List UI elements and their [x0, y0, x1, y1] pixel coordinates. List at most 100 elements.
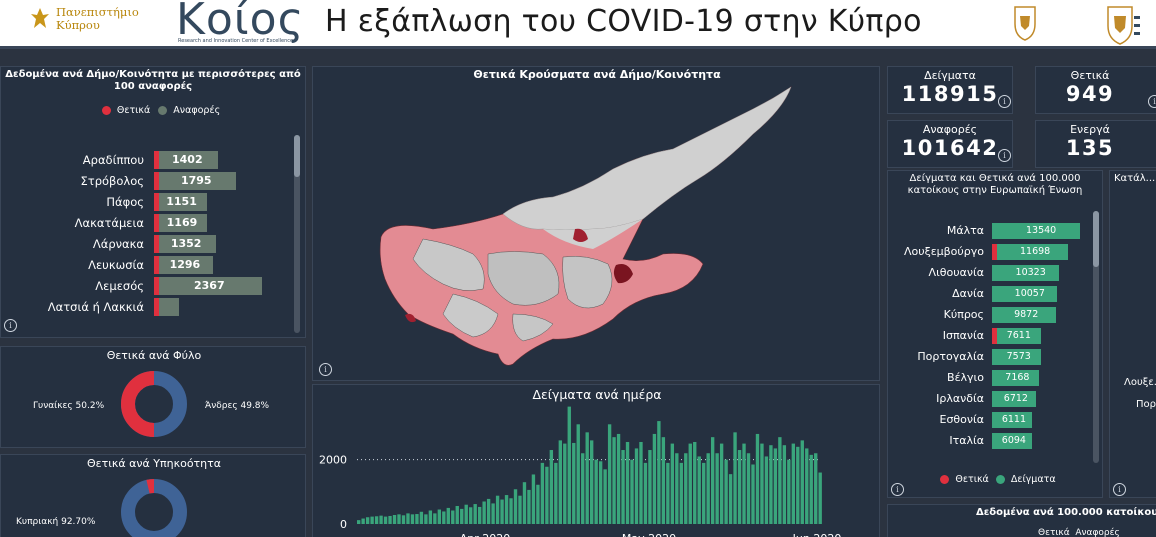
daily-sample-bar[interactable]: [513, 489, 518, 524]
daily-sample-bar[interactable]: [518, 495, 522, 524]
daily-sample-bar[interactable]: [370, 516, 374, 524]
daily-sample-bar[interactable]: [787, 459, 791, 524]
daily-sample-bar[interactable]: [567, 406, 571, 524]
daily-sample-bar[interactable]: [764, 456, 769, 524]
daily-sample-bar[interactable]: [805, 448, 809, 524]
daily-sample-bar[interactable]: [719, 443, 724, 524]
daily-sample-bar[interactable]: [648, 450, 652, 524]
daily-sample-bar[interactable]: [814, 453, 818, 524]
koios-logo[interactable]: Κοίος: [176, 0, 305, 45]
daily-sample-bar[interactable]: [796, 446, 800, 524]
daily-sample-bar[interactable]: [594, 459, 598, 524]
municipality-positive-bar[interactable]: [154, 256, 159, 274]
daily-sample-bar[interactable]: [657, 421, 661, 524]
daily-sample-bar[interactable]: [697, 456, 701, 524]
daily-sample-bar[interactable]: [621, 450, 625, 524]
municipality-positive-bar[interactable]: [154, 214, 159, 232]
daily-sample-bar[interactable]: [643, 462, 648, 524]
daily-samples-chart[interactable]: 0 2000 Apr 2020 May 2020 Jun 2020: [313, 385, 881, 537]
daily-sample-bar[interactable]: [612, 437, 616, 524]
daily-sample-bar[interactable]: [728, 474, 733, 524]
eu-scroll-thumb[interactable]: [1093, 211, 1099, 267]
university-logo[interactable]: Πανεπιστήμιο Κύπρου: [30, 6, 139, 32]
daily-sample-bar[interactable]: [509, 498, 513, 524]
daily-sample-bar[interactable]: [661, 437, 666, 524]
daily-sample-bar[interactable]: [710, 437, 715, 524]
daily-sample-bar[interactable]: [549, 450, 554, 524]
daily-sample-bar[interactable]: [818, 472, 822, 524]
eu-samples-bar[interactable]: [992, 307, 1057, 323]
daily-sample-bar[interactable]: [433, 513, 437, 524]
daily-sample-bar[interactable]: [469, 507, 473, 524]
municipality-positive-bar[interactable]: [154, 277, 159, 295]
daily-sample-bar[interactable]: [800, 440, 804, 524]
daily-sample-bar[interactable]: [702, 462, 706, 524]
municipality-reports-bar[interactable]: [154, 256, 214, 274]
daily-sample-bar[interactable]: [361, 518, 365, 524]
daily-sample-bar[interactable]: [670, 443, 675, 524]
daily-sample-bar[interactable]: [576, 424, 580, 524]
daily-sample-bar[interactable]: [558, 440, 562, 524]
daily-sample-bar[interactable]: [379, 515, 383, 524]
daily-sample-bar[interactable]: [684, 453, 688, 524]
daily-sample-bar[interactable]: [715, 453, 719, 524]
citizenship-donut-chart[interactable]: [119, 477, 189, 537]
daily-sample-bar[interactable]: [639, 441, 643, 524]
daily-sample-bar[interactable]: [590, 440, 594, 524]
municipality-reports-bar[interactable]: [154, 214, 208, 232]
info-icon[interactable]: i: [998, 95, 1011, 108]
daily-sample-bar[interactable]: [383, 516, 388, 524]
municipality-reports-bar[interactable]: [154, 298, 179, 316]
daily-sample-bar[interactable]: [751, 464, 755, 525]
municipality-reports-bar[interactable]: [154, 172, 236, 190]
daily-sample-bar[interactable]: [477, 506, 482, 524]
daily-sample-bar[interactable]: [733, 432, 737, 524]
daily-sample-bar[interactable]: [782, 445, 787, 524]
daily-sample-bar[interactable]: [760, 443, 764, 524]
daily-sample-bar[interactable]: [563, 443, 567, 524]
gender-donut-chart[interactable]: [119, 369, 189, 439]
municipality-reports-bar[interactable]: [154, 151, 218, 169]
daily-sample-bar[interactable]: [495, 495, 500, 524]
daily-sample-bar[interactable]: [446, 507, 450, 524]
info-icon[interactable]: i: [4, 319, 17, 332]
eu-samples-bar[interactable]: [992, 244, 1069, 260]
daily-sample-bar[interactable]: [504, 495, 509, 524]
eu-positive-bar[interactable]: [992, 244, 997, 260]
daily-sample-bar[interactable]: [585, 432, 589, 524]
daily-sample-bar[interactable]: [607, 424, 612, 524]
daily-sample-bar[interactable]: [455, 505, 459, 524]
daily-sample-bar[interactable]: [746, 453, 751, 524]
info-icon[interactable]: i: [1148, 95, 1156, 108]
daily-sample-bar[interactable]: [428, 510, 433, 524]
eu-samples-bar[interactable]: [992, 391, 1036, 407]
daily-sample-bar[interactable]: [603, 469, 607, 524]
eu-samples-bar[interactable]: [992, 265, 1060, 281]
municipalities-scroll-thumb[interactable]: [294, 135, 300, 177]
daily-sample-bar[interactable]: [531, 474, 536, 524]
daily-sample-bar[interactable]: [666, 462, 670, 524]
daily-sample-bar[interactable]: [424, 514, 428, 524]
daily-sample-bar[interactable]: [688, 443, 692, 524]
daily-sample-bar[interactable]: [392, 514, 397, 524]
eu-samples-bar[interactable]: [992, 223, 1080, 239]
eu-positive-bar[interactable]: [992, 328, 997, 344]
daily-sample-bar[interactable]: [500, 499, 504, 524]
daily-sample-bar[interactable]: [491, 503, 495, 524]
municipality-reports-bar[interactable]: [154, 277, 262, 295]
municipalities-scrollbar[interactable]: [294, 135, 300, 333]
daily-sample-bar[interactable]: [630, 459, 634, 524]
daily-sample-bar[interactable]: [809, 454, 813, 524]
eu-samples-bar[interactable]: [992, 370, 1039, 386]
eu-samples-bar[interactable]: [992, 412, 1032, 428]
daily-sample-bar[interactable]: [706, 453, 710, 524]
daily-sample-bar[interactable]: [464, 504, 468, 524]
info-icon[interactable]: i: [1113, 483, 1126, 496]
daily-sample-bar[interactable]: [581, 453, 585, 524]
municipality-positive-bar[interactable]: [154, 172, 159, 190]
daily-sample-bar[interactable]: [616, 433, 621, 524]
daily-sample-bar[interactable]: [742, 443, 746, 524]
eu-samples-bar[interactable]: [992, 433, 1032, 449]
municipality-positive-bar[interactable]: [154, 298, 159, 316]
daily-sample-bar[interactable]: [724, 459, 728, 524]
